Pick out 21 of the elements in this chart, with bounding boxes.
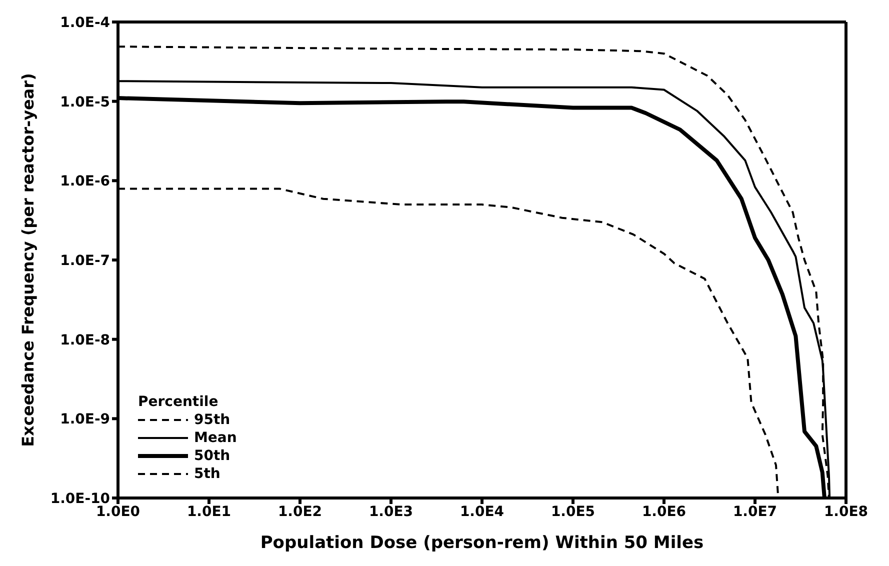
x-tick-label: 1.0E4 (460, 504, 504, 520)
legend-label: 5th (194, 465, 220, 483)
y-tick-label: 1.0E-8 (60, 332, 110, 348)
x-axis-title: Population Dose (person-rem) Within 50 Miles (260, 533, 704, 553)
x-tick-label: 1.0E7 (732, 504, 778, 520)
y-tick-label: 1.0E-5 (60, 94, 110, 110)
legend-label: 50th (194, 447, 230, 465)
y-tick-label: 1.0E-4 (60, 14, 110, 31)
y-tick-label: 1.0E-7 (60, 252, 110, 269)
x-tick-label: 1.0E6 (642, 504, 686, 520)
x-tick-label: 1.0E5 (550, 504, 596, 520)
x-tick-label: 1.0E1 (186, 504, 232, 520)
y-axis-title: Exceedance Frequency (per reactor-year) (18, 73, 38, 447)
legend-label: Mean (194, 429, 237, 447)
x-tick-label: 1.0E8 (824, 504, 868, 520)
legend-label: 95th (194, 411, 230, 429)
x-tick-label: 1.0E2 (278, 504, 322, 520)
x-tick-label: 1.0E3 (368, 504, 414, 520)
y-tick-label: 1.0E-6 (60, 174, 110, 190)
legend-title: Percentile (138, 393, 220, 411)
y-tick-label: 1.0E-9 (60, 412, 110, 428)
